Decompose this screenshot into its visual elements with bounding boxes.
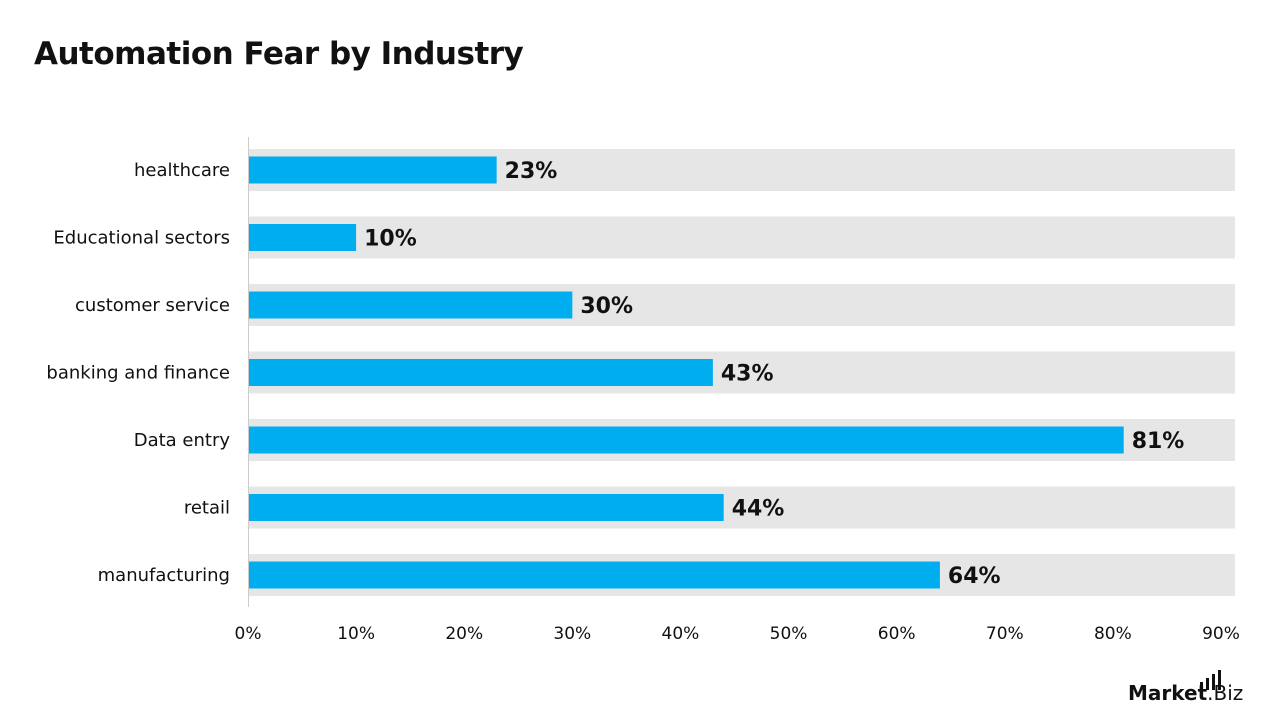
category-label: healthcare — [134, 160, 230, 181]
logo-text: Market.Biz — [1128, 681, 1243, 705]
x-tick-label: 20% — [445, 624, 483, 644]
x-tick-label: 10% — [337, 624, 375, 644]
x-tick-label: 90% — [1202, 624, 1240, 644]
brand-logo: Market.Biz — [1128, 670, 1243, 705]
x-tick-label: 30% — [553, 624, 591, 644]
bar — [249, 426, 1124, 454]
category-label: banking and finance — [46, 363, 230, 384]
bar — [249, 291, 573, 319]
x-tick-label: 0% — [235, 624, 262, 644]
x-tick-label: 60% — [878, 624, 916, 644]
category-label: manufacturing — [98, 565, 230, 586]
category-label: customer service — [75, 295, 230, 316]
category-label: Educational sectors — [53, 228, 230, 249]
x-tick-label: 50% — [770, 624, 808, 644]
bar — [249, 224, 357, 251]
bar — [249, 494, 724, 521]
data-label: 23% — [505, 159, 558, 184]
chart-title: Automation Fear by Industry — [34, 36, 524, 72]
bar-chart-icon — [1200, 670, 1221, 690]
bar-track — [248, 216, 1235, 259]
data-label: 43% — [721, 362, 774, 387]
bar — [249, 156, 497, 184]
data-label: 30% — [580, 294, 633, 319]
x-tick-label: 80% — [1094, 624, 1132, 644]
bar — [249, 561, 940, 589]
category-label: Data entry — [134, 430, 231, 451]
data-label: 10% — [364, 227, 417, 252]
x-tick-label: 70% — [986, 624, 1024, 644]
data-label: 81% — [1132, 429, 1185, 454]
data-label: 64% — [948, 564, 1001, 589]
bar — [249, 359, 713, 386]
x-tick-label: 40% — [662, 624, 700, 644]
category-label: retail — [184, 498, 230, 519]
data-label: 44% — [732, 497, 785, 522]
